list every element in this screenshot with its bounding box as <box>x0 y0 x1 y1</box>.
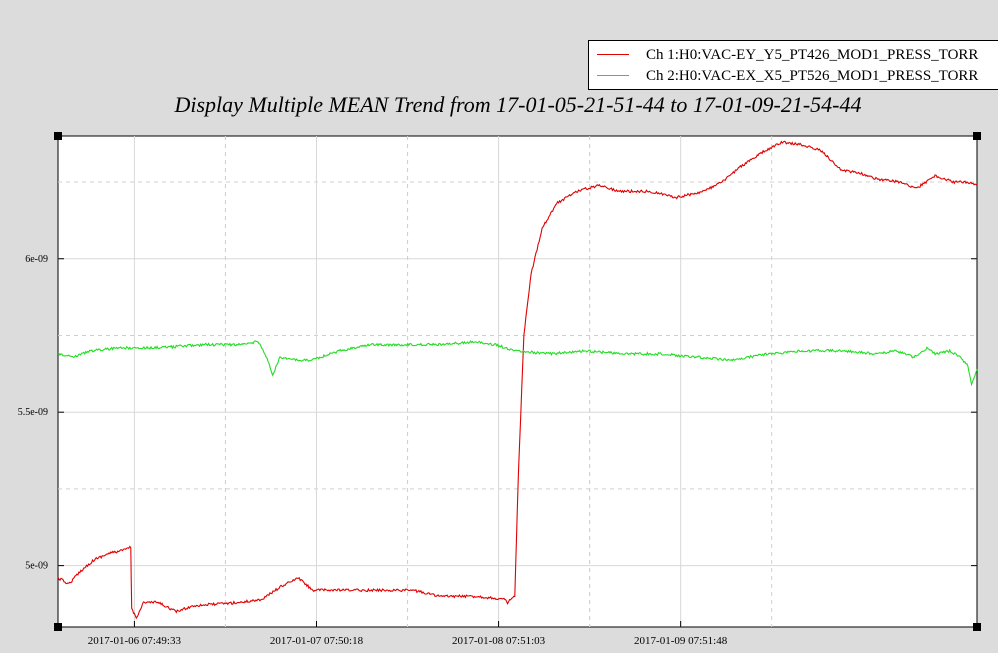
y-tick-label: 6e-09 <box>25 254 48 265</box>
plot-corner-handles[interactable] <box>54 132 981 631</box>
x-tick-label: 2017-01-09 07:51:48 <box>634 635 728 647</box>
chart-title: Display Multiple MEAN Trend from 17-01-0… <box>174 92 862 117</box>
plot-area <box>57 135 978 628</box>
legend-label-ch2: Ch 2:H0:VAC-EX_X5_PT526_MOD1_PRESS_TORR <box>646 68 979 84</box>
x-tick-label: 2017-01-07 07:50:18 <box>270 635 364 647</box>
x-tick-label: 2017-01-08 07:51:03 <box>452 635 546 647</box>
x-axis-ticks: 2017-01-06 07:49:33 2017-01-07 07:50:18 20… <box>88 621 728 647</box>
resize-handle[interactable] <box>973 132 981 140</box>
resize-handle[interactable] <box>54 623 62 631</box>
legend-item-ch1: Ch 1:H0:VAC-EY_Y5_PT426_MOD1_PRESS_TORR <box>589 45 998 65</box>
grid-lines <box>58 136 977 627</box>
series-lines <box>57 140 978 620</box>
legend-swatch-ch2 <box>597 75 629 76</box>
series-line-1 <box>57 140 978 620</box>
series-line-2 <box>57 339 978 387</box>
resize-handle[interactable] <box>973 623 981 631</box>
legend: Ch 1:H0:VAC-EY_Y5_PT426_MOD1_PRESS_TORR … <box>588 40 998 90</box>
legend-label-ch1: Ch 1:H0:VAC-EY_Y5_PT426_MOD1_PRESS_TORR <box>646 47 979 63</box>
y-tick-label: 5e-09 <box>25 561 48 572</box>
legend-swatch-ch1 <box>597 54 629 55</box>
legend-item-ch2: Ch 2:H0:VAC-EX_X5_PT526_MOD1_PRESS_TORR <box>589 66 998 86</box>
resize-handle[interactable] <box>54 132 62 140</box>
y-axis-ticks: 5e-09 5.5e-09 6e-09 <box>18 254 977 572</box>
x-tick-label: 2017-01-06 07:49:33 <box>88 635 182 647</box>
y-tick-label: 5.5e-09 <box>18 407 48 418</box>
